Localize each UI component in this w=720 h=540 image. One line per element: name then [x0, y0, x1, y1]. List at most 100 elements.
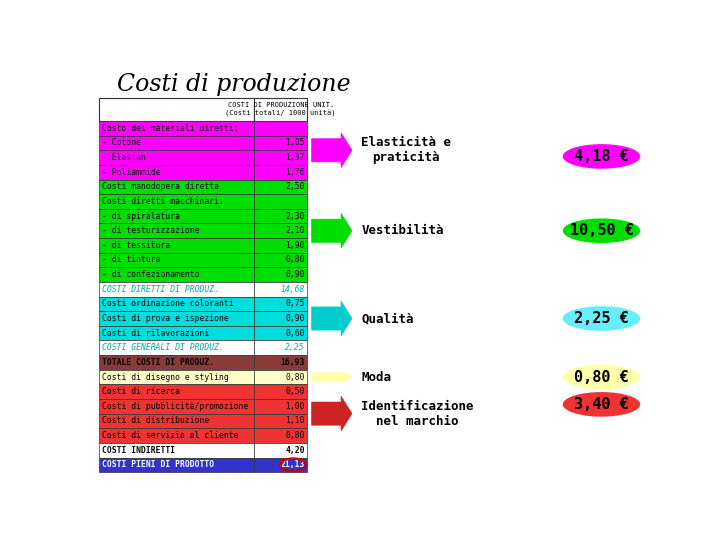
Bar: [254, 209, 307, 224]
Text: - di testurizzazione: - di testurizzazione: [102, 226, 199, 235]
Text: 14,68: 14,68: [280, 285, 305, 294]
Text: 0,60: 0,60: [285, 329, 305, 338]
Bar: [254, 121, 307, 136]
Text: 2,25 €: 2,25 €: [574, 311, 629, 326]
Bar: [254, 179, 307, 194]
Bar: [254, 224, 307, 238]
Text: - Poliammide: - Poliammide: [102, 168, 160, 177]
Text: 2,50: 2,50: [285, 183, 305, 191]
Bar: [254, 384, 307, 399]
Text: COSTI DIRETTI DI PRODUZ.: COSTI DIRETTI DI PRODUZ.: [102, 285, 219, 294]
Bar: [99, 326, 254, 340]
Bar: [99, 165, 254, 179]
Text: 2,30: 2,30: [285, 212, 305, 221]
Bar: [99, 98, 254, 121]
Text: Costi di distribuzione: Costi di distribuzione: [102, 416, 209, 426]
Bar: [99, 311, 254, 326]
Text: 1,05: 1,05: [285, 138, 305, 147]
Text: - di tintura: - di tintura: [102, 255, 160, 265]
Text: Costi di disegno e styling: Costi di disegno e styling: [102, 373, 228, 382]
Text: 4,18 €: 4,18 €: [574, 149, 629, 164]
Bar: [254, 194, 307, 209]
Bar: [99, 238, 254, 253]
Text: Costi di servizio al cliente: Costi di servizio al cliente: [102, 431, 238, 440]
Bar: [99, 282, 254, 296]
Bar: [254, 414, 307, 428]
Bar: [254, 282, 307, 296]
Bar: [254, 340, 307, 355]
Bar: [254, 238, 307, 253]
Text: Costo dei materiali diretti:: Costo dei materiali diretti:: [102, 124, 238, 133]
Text: Costi di pubblicità/promozione: Costi di pubblicità/promozione: [102, 402, 248, 411]
Bar: [99, 457, 254, 472]
Text: 1,10: 1,10: [285, 416, 305, 426]
Bar: [99, 179, 254, 194]
Text: 0,80: 0,80: [285, 373, 305, 382]
Bar: [99, 340, 254, 355]
Bar: [254, 326, 307, 340]
Text: Costi di produzione: Costi di produzione: [117, 72, 350, 96]
Polygon shape: [312, 133, 352, 167]
Polygon shape: [312, 370, 352, 383]
Text: 0,80: 0,80: [285, 431, 305, 440]
Text: TOTALE COSTI DI PRODUZ.: TOTALE COSTI DI PRODUZ.: [102, 358, 214, 367]
Bar: [254, 150, 307, 165]
Ellipse shape: [563, 364, 640, 389]
Text: Costi di ricerca: Costi di ricerca: [102, 387, 179, 396]
Text: Costi di prova e ispezione: Costi di prova e ispezione: [102, 314, 228, 323]
Bar: [254, 296, 307, 311]
Text: Qualità: Qualità: [361, 312, 414, 325]
Ellipse shape: [563, 306, 640, 331]
Text: - di tessitura: - di tessitura: [102, 241, 170, 250]
Ellipse shape: [563, 144, 640, 168]
Polygon shape: [312, 213, 352, 248]
Bar: [99, 296, 254, 311]
Bar: [254, 370, 307, 384]
Text: 3,40 €: 3,40 €: [574, 397, 629, 412]
Bar: [254, 399, 307, 414]
Bar: [99, 136, 254, 150]
Bar: [99, 150, 254, 165]
Bar: [99, 209, 254, 224]
Text: - Elastan: - Elastan: [102, 153, 145, 162]
Text: Costi manodopera diretta: Costi manodopera diretta: [102, 183, 219, 191]
Text: 0,80 €: 0,80 €: [574, 369, 629, 384]
Text: 1,00: 1,00: [285, 402, 305, 411]
Bar: [99, 194, 254, 209]
Text: 2,25: 2,25: [285, 343, 305, 352]
Bar: [254, 311, 307, 326]
Text: - di confezionamento: - di confezionamento: [102, 270, 199, 279]
Bar: [99, 355, 254, 370]
Text: 2,10: 2,10: [285, 226, 305, 235]
Bar: [99, 443, 254, 457]
Bar: [254, 136, 307, 150]
Bar: [99, 370, 254, 384]
Text: 1,76: 1,76: [285, 168, 305, 177]
Text: 1,37: 1,37: [285, 153, 305, 162]
Text: - Cotone: - Cotone: [102, 138, 140, 147]
Text: 4,20: 4,20: [285, 446, 305, 455]
Text: Costi ordinazione coloranti: Costi ordinazione coloranti: [102, 299, 233, 308]
Text: Elasticità e
praticità: Elasticità e praticità: [361, 136, 451, 164]
Bar: [254, 267, 307, 282]
Bar: [99, 399, 254, 414]
Bar: [99, 224, 254, 238]
Bar: [99, 121, 254, 136]
Text: Vestibilità: Vestibilità: [361, 224, 444, 237]
Text: COSTI GENERALI DI PRODUZ.: COSTI GENERALI DI PRODUZ.: [102, 343, 223, 352]
Text: Costi diretti macchinari:: Costi diretti macchinari:: [102, 197, 223, 206]
Text: Identificazione
nel marchio: Identificazione nel marchio: [361, 400, 474, 428]
Ellipse shape: [563, 218, 640, 243]
Bar: [254, 355, 307, 370]
Text: 16,93: 16,93: [280, 358, 305, 367]
Text: Moda: Moda: [361, 370, 391, 383]
Text: 0,90: 0,90: [285, 270, 305, 279]
Text: 21,13: 21,13: [280, 460, 305, 469]
Bar: [99, 253, 254, 267]
Bar: [254, 457, 307, 472]
Text: 1,90: 1,90: [285, 241, 305, 250]
Bar: [99, 428, 254, 443]
Bar: [99, 384, 254, 399]
Bar: [99, 267, 254, 282]
Text: Costi di rilavorazioni: Costi di rilavorazioni: [102, 329, 209, 338]
